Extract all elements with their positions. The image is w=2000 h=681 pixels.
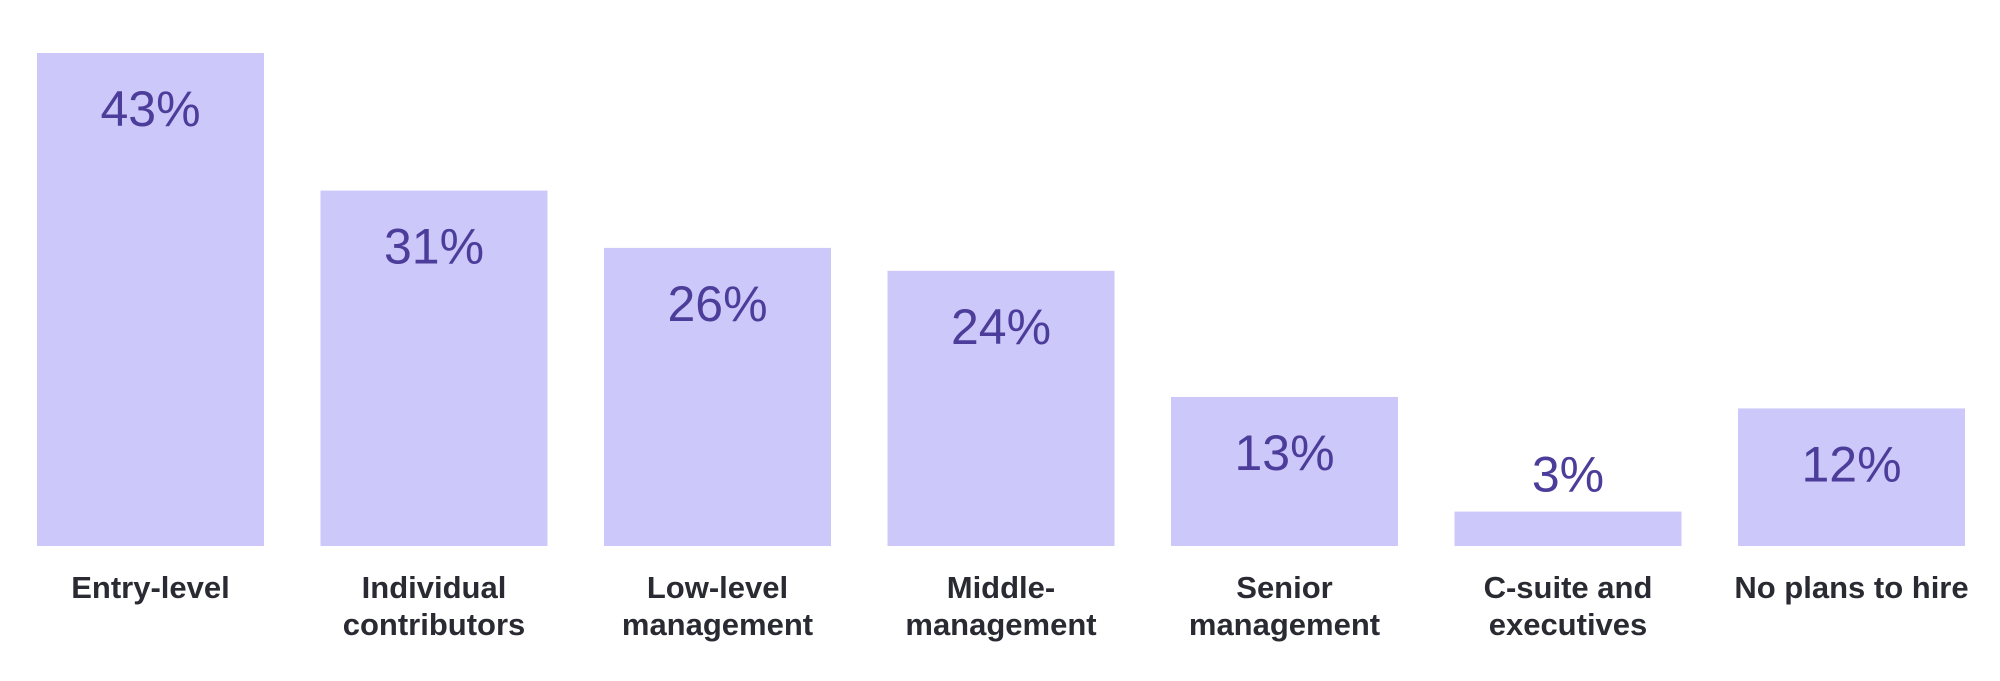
category-label-4-line-0: Senior [1236, 570, 1332, 605]
value-label-1: 31% [384, 219, 484, 275]
category-label-5-line-1: executives [1489, 607, 1648, 642]
category-label-0-line-0: Entry-level [71, 570, 230, 605]
value-label-6: 12% [1801, 436, 1901, 492]
category-label-5: C-suite and executives [1484, 570, 1653, 642]
value-label-0: 43% [100, 81, 200, 137]
bar-4 [1171, 396, 1398, 546]
category-label-3-line-1: management [905, 607, 1096, 642]
value-label-3: 24% [951, 299, 1051, 355]
category-label-6-line-0: No plans to hire [1734, 570, 1968, 605]
category-labels-group: Entry-level Individual contributors Low-lev… [71, 570, 1968, 642]
category-label-2: Low-level management [622, 570, 813, 642]
category-label-6: No plans to hire [1734, 570, 1968, 605]
category-label-3-line-0: Middle- [947, 570, 1056, 605]
category-label-4-line-1: management [1189, 607, 1380, 642]
category-label-2-line-1: management [622, 607, 813, 642]
category-label-1-line-1: contributors [343, 607, 526, 642]
bar-1 [320, 190, 548, 546]
bar-3 [887, 270, 1115, 546]
bars-group [37, 53, 1965, 546]
bar-6 [1738, 408, 1965, 546]
category-label-2-line-0: Low-level [647, 570, 788, 605]
bar-0 [37, 53, 264, 546]
category-label-5-line-0: C-suite and [1484, 570, 1653, 605]
value-label-4: 13% [1234, 425, 1334, 481]
value-label-5: 3% [1532, 447, 1604, 503]
category-label-1: Individual contributors [343, 570, 526, 642]
value-labels-group: 43% 31% 26% 24% 13% 3% 12% [100, 81, 1901, 503]
category-label-4: Senior management [1189, 570, 1380, 642]
category-label-3: Middle-management [905, 570, 1096, 642]
bar-2 [604, 247, 831, 546]
category-label-1-line-0: Individual [362, 570, 507, 605]
bar-5 [1454, 511, 1682, 546]
category-label-0: Entry-level [71, 570, 230, 605]
value-label-2: 26% [667, 276, 767, 332]
